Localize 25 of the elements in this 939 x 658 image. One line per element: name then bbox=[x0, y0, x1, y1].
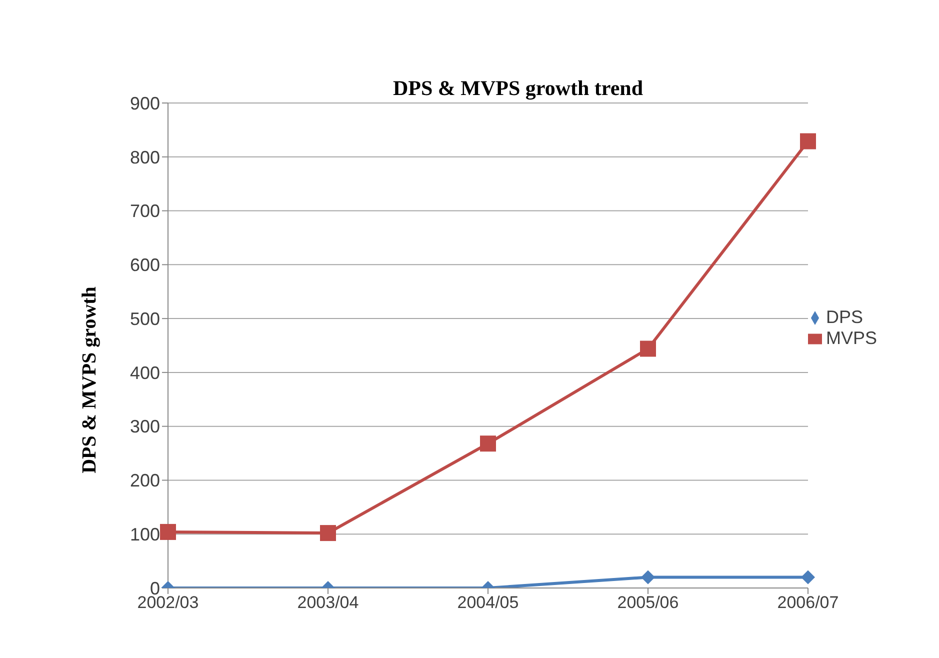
x-tick-label: 2004/05 bbox=[457, 593, 519, 612]
chart-title: DPS & MVPS growth trend bbox=[392, 76, 644, 101]
point bbox=[641, 570, 655, 584]
y-tick-label: 900 bbox=[130, 93, 160, 114]
legend-label: DPS bbox=[826, 307, 864, 327]
x-tick-label: 2002/03 bbox=[137, 593, 199, 612]
y-tick-label: 600 bbox=[130, 255, 160, 276]
legend-label: MVPS bbox=[826, 328, 878, 348]
x-tick-label: 2006/07 bbox=[777, 593, 839, 612]
point bbox=[480, 436, 496, 452]
y-tick-label: 100 bbox=[130, 524, 160, 544]
y-tick-label: 800 bbox=[130, 147, 160, 168]
y-tick-label: 300 bbox=[130, 416, 160, 437]
point bbox=[800, 133, 816, 150]
y-axis-title: DPS & MVPS growth bbox=[78, 286, 102, 474]
y-tick-label: 500 bbox=[130, 308, 160, 329]
y-tick-label: 200 bbox=[130, 470, 160, 491]
y-tick-label: 400 bbox=[130, 362, 160, 383]
y-tick-label: 700 bbox=[130, 201, 160, 222]
point bbox=[320, 525, 336, 542]
point bbox=[801, 570, 815, 584]
x-tick-label: 2003/04 bbox=[297, 593, 359, 612]
point bbox=[640, 340, 656, 357]
point bbox=[160, 524, 176, 540]
x-tick-label: 2005/06 bbox=[617, 593, 679, 612]
